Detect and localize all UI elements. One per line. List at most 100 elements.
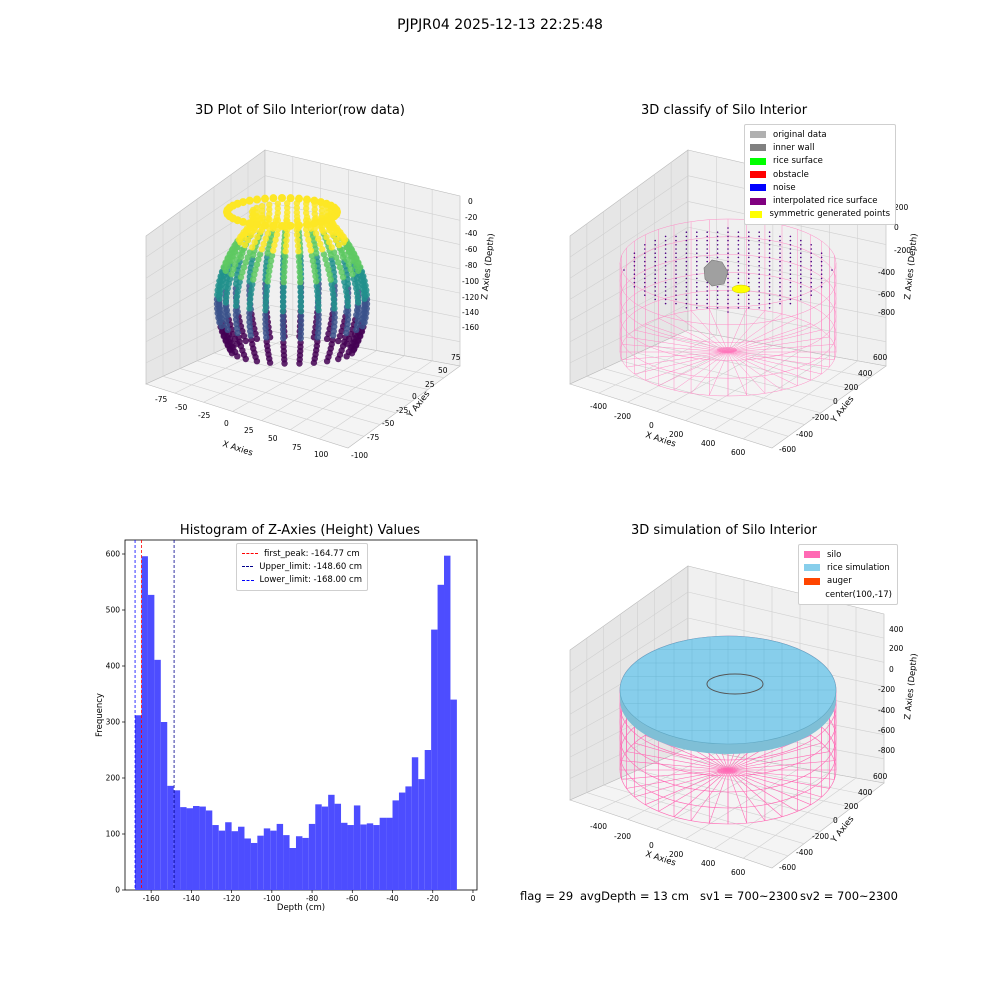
histogram-bar (444, 555, 451, 890)
surface-dot (800, 281, 802, 284)
simulation-y-tick: -400 (796, 848, 813, 857)
point-cloud-dot (315, 311, 322, 319)
surface-dot (800, 248, 802, 250)
surface-dot (748, 248, 750, 250)
surface-dot (706, 298, 708, 301)
histogram-y-tick: 500 (106, 606, 121, 615)
point-cloud-dot (255, 256, 262, 263)
point-cloud-dot (240, 264, 248, 271)
point-cloud-dot (254, 233, 261, 241)
surface-dot (768, 281, 771, 284)
surface-dot (633, 252, 636, 254)
legend-label: auger (827, 576, 852, 587)
surface-dot (644, 265, 646, 267)
surface-dot (727, 290, 729, 292)
point-cloud-dot (302, 209, 310, 217)
surface-dot (820, 286, 823, 288)
point-cloud-dot (232, 302, 240, 309)
surface-dot (654, 290, 656, 292)
point-cloud-dot (278, 194, 286, 202)
surface-dot (779, 235, 781, 238)
surface-dot (696, 281, 698, 284)
histogram-bar (366, 823, 374, 890)
point-cloud-dot (235, 283, 242, 291)
point-cloud-dot (253, 204, 260, 212)
surface-dot (716, 286, 719, 288)
histogram-bar (250, 842, 258, 890)
point-cloud-dot (263, 292, 270, 300)
surface-dot (789, 290, 792, 292)
point-cloud-dot (251, 239, 258, 246)
histogram-bar (398, 792, 406, 890)
surface-dot (727, 298, 729, 301)
surface-dot (737, 269, 740, 271)
surface-dot (644, 260, 646, 263)
point-cloud-dot (262, 320, 269, 328)
surface-dot (706, 256, 708, 259)
surface-dot (810, 244, 812, 246)
surface-dot (737, 273, 740, 276)
surface-dot (644, 281, 646, 284)
histogram-legend: first_peak: -164.77 cm Upper_limit: -148… (236, 543, 368, 591)
surface-dot (716, 231, 719, 233)
histogram-bar (283, 835, 290, 890)
silo-floor-spoke (727, 323, 811, 353)
surface-dot (768, 235, 771, 238)
legend-item: first_peak: -164.77 cm (242, 547, 362, 560)
histogram-bar (167, 785, 174, 890)
point-cloud-dot (346, 248, 353, 256)
point-cloud-dot (251, 271, 258, 278)
surface-dot (675, 277, 677, 280)
legend-label: first_peak: -164.77 cm (264, 548, 360, 559)
surface-dot (820, 260, 823, 263)
legend-label: original data (773, 129, 827, 140)
point-cloud-dot (325, 266, 332, 273)
silo-floor-spoke (626, 336, 729, 353)
surface-dot (820, 252, 823, 254)
point-cloud-dot (332, 236, 340, 244)
point-cloud-dot (274, 205, 282, 212)
point-cloud-dot (262, 302, 269, 309)
surface-dot (800, 239, 802, 242)
raw-x-tick: 0 (224, 419, 229, 428)
surface-dot (654, 239, 656, 242)
raw-z-tick: -40 (465, 229, 477, 238)
point-cloud-dot (326, 271, 333, 278)
histogram-bar (238, 826, 245, 890)
legend-item: original data (750, 128, 890, 141)
point-cloud-dot (302, 205, 310, 212)
surface-dot (820, 256, 823, 259)
surface-dot (779, 302, 781, 305)
surface-dot (675, 290, 677, 292)
legend-item: auger (804, 575, 892, 588)
point-cloud-dot (280, 278, 287, 286)
surface-dot (633, 286, 636, 288)
point-cloud-dot (230, 266, 237, 273)
legend-label: interpolated rice surface (773, 196, 878, 207)
silo-floor-spoke (634, 329, 729, 353)
point-cloud-dot (315, 320, 322, 328)
point-cloud-dot (279, 312, 287, 319)
surface-dot (748, 265, 750, 267)
surface-dot (654, 252, 656, 254)
point-cloud-dot (274, 200, 282, 207)
point-cloud-dot (328, 281, 335, 288)
point-cloud-dot (231, 261, 239, 268)
surface-dot (685, 273, 688, 276)
point-cloud-dot (262, 311, 269, 319)
raw-y-tick: -50 (382, 419, 394, 428)
surface-dot (768, 302, 771, 305)
histogram-x-tick: -160 (143, 894, 160, 903)
silo-floor-spoke (727, 336, 830, 353)
swatch-icon (750, 131, 766, 139)
swatch-icon (750, 157, 766, 165)
surface-dot (768, 277, 771, 280)
point-cloud-dot (222, 299, 230, 306)
surface-dot (758, 231, 760, 233)
surface-dot (706, 231, 708, 233)
swatch-icon (750, 210, 763, 218)
raw-plot-title: 3D Plot of Silo Interior(row data) (195, 103, 405, 118)
dashed-line-icon (242, 566, 254, 568)
surface-dot (654, 286, 656, 288)
point-cloud-dot (256, 251, 264, 258)
